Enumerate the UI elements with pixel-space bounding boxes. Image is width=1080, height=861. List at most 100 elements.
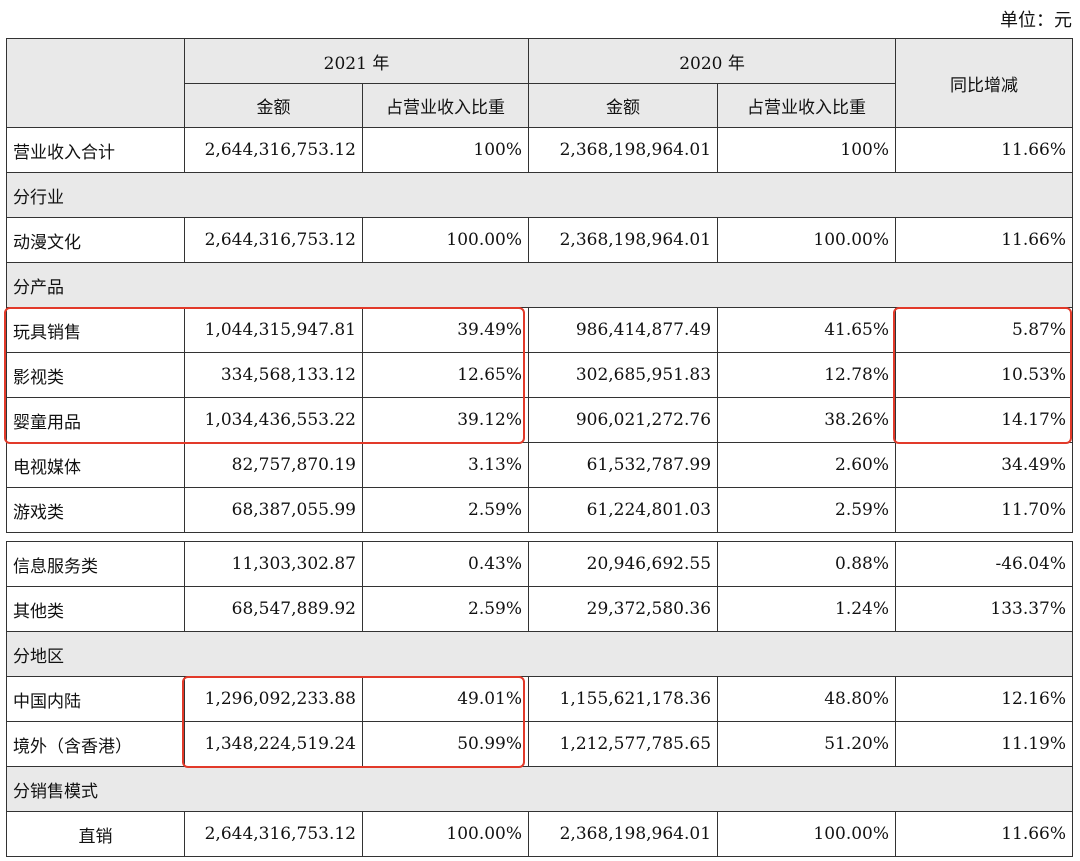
header-amount-2021: 金额: [184, 83, 363, 128]
header-row-cols: 金额 占营业收入比重 金额 占营业收入比重: [7, 83, 1073, 128]
table-row: 动漫文化 2,644,316,753.12 100.00% 2,368,198,964…: [6, 217, 1074, 263]
ratio-2020: 2.60%: [717, 442, 897, 488]
amount-2020: 20,946,692.55: [528, 541, 719, 587]
amount-2020: 61,224,801.03: [528, 487, 719, 533]
ratio-2020: 38.26%: [717, 397, 897, 443]
section-label: 分地区: [5, 631, 1074, 677]
amount-2020: 61,532,787.99: [528, 442, 719, 488]
yoy-change: 11.66%: [895, 127, 1074, 173]
ratio-2020: 0.88%: [717, 541, 897, 587]
gap-row: [6, 532, 1073, 542]
row-label: 中国内陆: [6, 676, 185, 722]
yoy-change: 133.37%: [895, 586, 1074, 632]
row-label: 影视类: [6, 352, 185, 398]
table-row: 其他类 68,547,889.92 2.59% 29,372,580.36 1.24% 1…: [6, 586, 1074, 632]
yoy-change: 34.49%: [895, 442, 1074, 488]
row-label: 直销: [6, 811, 185, 857]
header-yoy: 同比增减: [895, 38, 1074, 128]
yoy-change: 11.70%: [895, 487, 1074, 533]
header-2020: 2020 年: [528, 38, 897, 84]
header-corner: [6, 38, 185, 128]
amount-2020: 986,414,877.49: [528, 307, 719, 353]
section-row: 分产品: [5, 262, 1074, 308]
ratio-2021: 3.13%: [361, 442, 530, 488]
ratio-2021: 2.59%: [361, 487, 530, 533]
ratio-2020: 48.80%: [717, 676, 897, 722]
amount-2020: 1,212,577,785.65: [528, 721, 719, 767]
table-row: 直销 2,644,316,753.12 100.00% 2,368,198,964.0…: [6, 811, 1074, 857]
ratio-2020: 41.65%: [717, 307, 897, 353]
ratio-2020: 100.00%: [717, 811, 897, 857]
table-row: 信息服务类 11,303,302.87 0.43% 20,946,692.55 0.88…: [6, 541, 1074, 587]
amount-2021: 68,387,055.99: [184, 487, 363, 533]
ratio-2021: 39.12%: [361, 397, 530, 443]
amount-2021: 68,547,889.92: [184, 586, 363, 632]
yoy-change: 11.66%: [895, 217, 1074, 263]
amount-2021: 82,757,870.19: [184, 442, 363, 488]
section-row: 分销售模式: [5, 766, 1074, 812]
header-ratio-2021: 占营业收入比重: [361, 83, 530, 128]
ratio-2021: 49.01%: [361, 676, 530, 722]
ratio-2021: 100%: [361, 127, 530, 173]
ratio-2021: 0.43%: [361, 541, 530, 587]
amount-2021: 334,568,133.12: [184, 352, 363, 398]
ratio-2020: 1.24%: [717, 586, 897, 632]
table-row: 游戏类 68,387,055.99 2.59% 61,224,801.03 2.59% 1…: [6, 487, 1074, 533]
amount-2020: 302,685,951.83: [528, 352, 719, 398]
ratio-2020: 51.20%: [717, 721, 897, 767]
ratio-2020: 12.78%: [717, 352, 897, 398]
ratio-2020: 100.00%: [717, 217, 897, 263]
section-row: 分行业: [5, 172, 1074, 218]
row-label: 其他类: [6, 586, 185, 632]
row-label: 游戏类: [6, 487, 185, 533]
header-2021: 2021 年: [183, 38, 530, 84]
ratio-2021: 50.99%: [361, 721, 530, 767]
ratio-2021: 12.65%: [361, 352, 530, 398]
amount-2021: 2,644,316,753.12: [184, 127, 363, 173]
amount-2020: 906,021,272.76: [528, 397, 719, 443]
amount-2021: 1,034,436,553.22: [184, 397, 363, 443]
section-label: 分产品: [5, 262, 1074, 308]
yoy-change: 14.17%: [895, 397, 1074, 443]
row-label: 境外（含香港）: [6, 721, 185, 767]
row-label: 动漫文化: [6, 217, 185, 263]
yoy-change: 11.66%: [895, 811, 1074, 857]
amount-2021: 1,044,315,947.81: [184, 307, 363, 353]
amount-2020: 2,368,198,964.01: [528, 217, 719, 263]
table-row: 营业收入合计 2,644,316,753.12 100% 2,368,198,964.…: [6, 127, 1074, 173]
table-row: 电视媒体 82,757,870.19 3.13% 61,532,787.99 2.60%…: [6, 442, 1074, 488]
revenue-table: 2021 年 2020 年 同比增减 金额 占营业收入比重 金额 占营业收入比重…: [5, 38, 1074, 857]
ratio-2021: 2.59%: [361, 586, 530, 632]
ratio-2020: 100%: [717, 127, 897, 173]
row-label: 玩具销售: [6, 307, 185, 353]
amount-2020: 2,368,198,964.01: [528, 127, 719, 173]
table-row: 境外（含香港） 1,348,224,519.24 50.99% 1,212,577,7…: [6, 721, 1074, 767]
amount-2020: 29,372,580.36: [528, 586, 719, 632]
yoy-change: 10.53%: [895, 352, 1074, 398]
yoy-change: -46.04%: [895, 541, 1074, 587]
ratio-2020: 2.59%: [717, 487, 897, 533]
row-label: 婴童用品: [6, 397, 185, 443]
section-label: 分销售模式: [5, 766, 1074, 812]
amount-2021: 1,296,092,233.88: [184, 676, 363, 722]
amount-2021: 1,348,224,519.24: [184, 721, 363, 767]
amount-2021: 2,644,316,753.12: [184, 217, 363, 263]
ratio-2021: 100.00%: [361, 811, 530, 857]
amount-2021: 11,303,302.87: [184, 541, 363, 587]
header-ratio-2020: 占营业收入比重: [717, 83, 897, 128]
yoy-change: 5.87%: [895, 307, 1074, 353]
section-row: 分地区: [5, 631, 1074, 677]
ratio-2021: 39.49%: [361, 307, 530, 353]
ratio-2021: 100.00%: [361, 217, 530, 263]
amount-2020: 2,368,198,964.01: [528, 811, 719, 857]
table-row: 影视类 334,568,133.12 12.65% 302,685,951.83 12.…: [6, 352, 1074, 398]
unit-label: 单位：元: [1000, 10, 1072, 31]
row-label: 电视媒体: [6, 442, 185, 488]
header-amount-2020: 金额: [528, 83, 719, 128]
header-row-years: 2021 年 2020 年 同比增减: [6, 38, 1074, 128]
row-label: 营业收入合计: [6, 127, 185, 173]
yoy-change: 11.19%: [895, 721, 1074, 767]
table-row: 婴童用品 1,034,436,553.22 39.12% 906,021,272.76…: [6, 397, 1074, 443]
yoy-change: 12.16%: [895, 676, 1074, 722]
amount-2021: 2,644,316,753.12: [184, 811, 363, 857]
